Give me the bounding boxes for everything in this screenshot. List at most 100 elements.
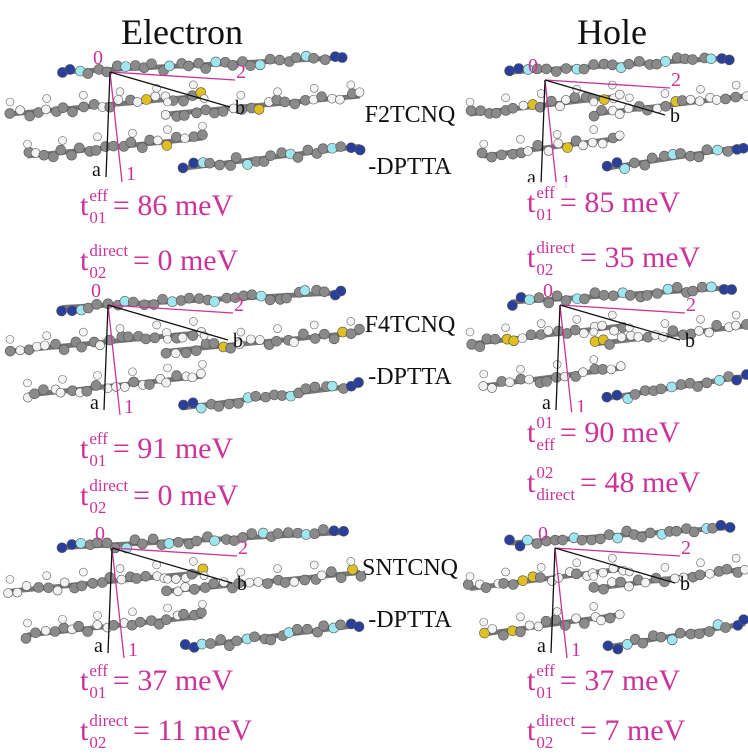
atom xyxy=(572,614,581,623)
atom xyxy=(672,282,682,292)
coupling-subscript: 01 xyxy=(89,683,106,702)
atom xyxy=(153,321,161,329)
atom xyxy=(624,59,634,69)
atom xyxy=(479,382,488,391)
atom xyxy=(41,105,50,114)
atom xyxy=(354,324,364,334)
atom xyxy=(476,106,486,116)
figure: Electron Hole F2TCNQ-DPTTA02ba1t01eff= 8… xyxy=(0,0,748,756)
atom xyxy=(676,380,686,390)
lattice-vector xyxy=(555,548,567,658)
atom xyxy=(663,284,673,294)
atom xyxy=(689,527,699,537)
atom xyxy=(335,95,344,104)
atom xyxy=(180,639,190,649)
material-suffix: -DPTTA xyxy=(368,607,452,633)
atom xyxy=(694,629,704,639)
atom xyxy=(129,368,137,376)
atom xyxy=(336,620,346,630)
atom xyxy=(347,81,355,89)
atom xyxy=(121,62,131,72)
atom xyxy=(317,92,327,102)
atom xyxy=(713,145,723,155)
atom xyxy=(518,576,528,586)
atom xyxy=(265,295,275,305)
lattice-vector xyxy=(556,305,560,410)
atom xyxy=(641,578,650,587)
atom xyxy=(215,160,225,170)
atom xyxy=(209,579,219,589)
atom xyxy=(656,384,666,394)
atom xyxy=(706,54,716,64)
coupling-value: = 91 meV xyxy=(113,432,234,465)
atom xyxy=(310,561,318,569)
atom xyxy=(153,136,162,145)
atom xyxy=(561,64,571,74)
atom xyxy=(561,95,570,104)
axis-label: b xyxy=(235,97,245,119)
atom xyxy=(607,365,616,374)
atom xyxy=(162,140,172,150)
atom xyxy=(246,335,255,344)
atom xyxy=(24,140,32,148)
molecule xyxy=(21,600,206,643)
atom xyxy=(300,575,310,585)
atom xyxy=(524,375,533,384)
atom xyxy=(721,94,731,104)
atom xyxy=(310,334,320,344)
atom xyxy=(487,384,496,393)
atom xyxy=(266,635,276,645)
atom xyxy=(173,537,183,547)
atom xyxy=(133,97,142,106)
atom xyxy=(714,375,724,385)
atom xyxy=(725,522,735,532)
atom xyxy=(675,628,685,638)
molecule xyxy=(178,377,363,413)
atom xyxy=(526,330,536,340)
atom xyxy=(463,580,473,590)
lattice-vector xyxy=(560,305,685,313)
atom xyxy=(274,325,282,333)
atom xyxy=(280,578,290,588)
coupling-subscript: 01 xyxy=(536,205,553,224)
atom xyxy=(620,164,630,174)
atom xyxy=(686,95,695,104)
axis-label: 2 xyxy=(671,69,681,91)
atom xyxy=(630,389,640,399)
coupling-symbol: t xyxy=(80,244,89,277)
coupling-subscript: 01 xyxy=(536,683,553,702)
atom xyxy=(519,101,528,110)
atom xyxy=(712,95,721,104)
axis-label: 2 xyxy=(238,537,248,559)
atom xyxy=(615,90,624,99)
atom xyxy=(181,348,191,358)
atom xyxy=(310,382,320,392)
atom xyxy=(96,341,105,350)
atom xyxy=(537,563,545,571)
atom xyxy=(39,150,49,160)
atom xyxy=(53,586,62,595)
atom xyxy=(319,287,329,297)
atom xyxy=(254,577,263,586)
atom xyxy=(625,94,633,102)
atom xyxy=(196,369,205,378)
atom xyxy=(83,627,93,637)
atom xyxy=(310,84,318,92)
lattice-vector xyxy=(108,548,112,653)
atom xyxy=(647,153,657,163)
atom xyxy=(347,317,355,325)
atom xyxy=(59,623,69,633)
atom xyxy=(251,391,261,401)
atom xyxy=(590,126,598,134)
atom xyxy=(24,619,32,627)
atom xyxy=(192,536,202,546)
atom xyxy=(5,346,15,356)
atom xyxy=(706,282,716,292)
atom xyxy=(615,110,624,119)
atom xyxy=(164,98,172,106)
atom xyxy=(58,103,68,113)
atom xyxy=(209,297,219,307)
coupling-subscript: 02 xyxy=(89,733,106,752)
atom xyxy=(60,578,69,587)
atom xyxy=(537,320,545,328)
